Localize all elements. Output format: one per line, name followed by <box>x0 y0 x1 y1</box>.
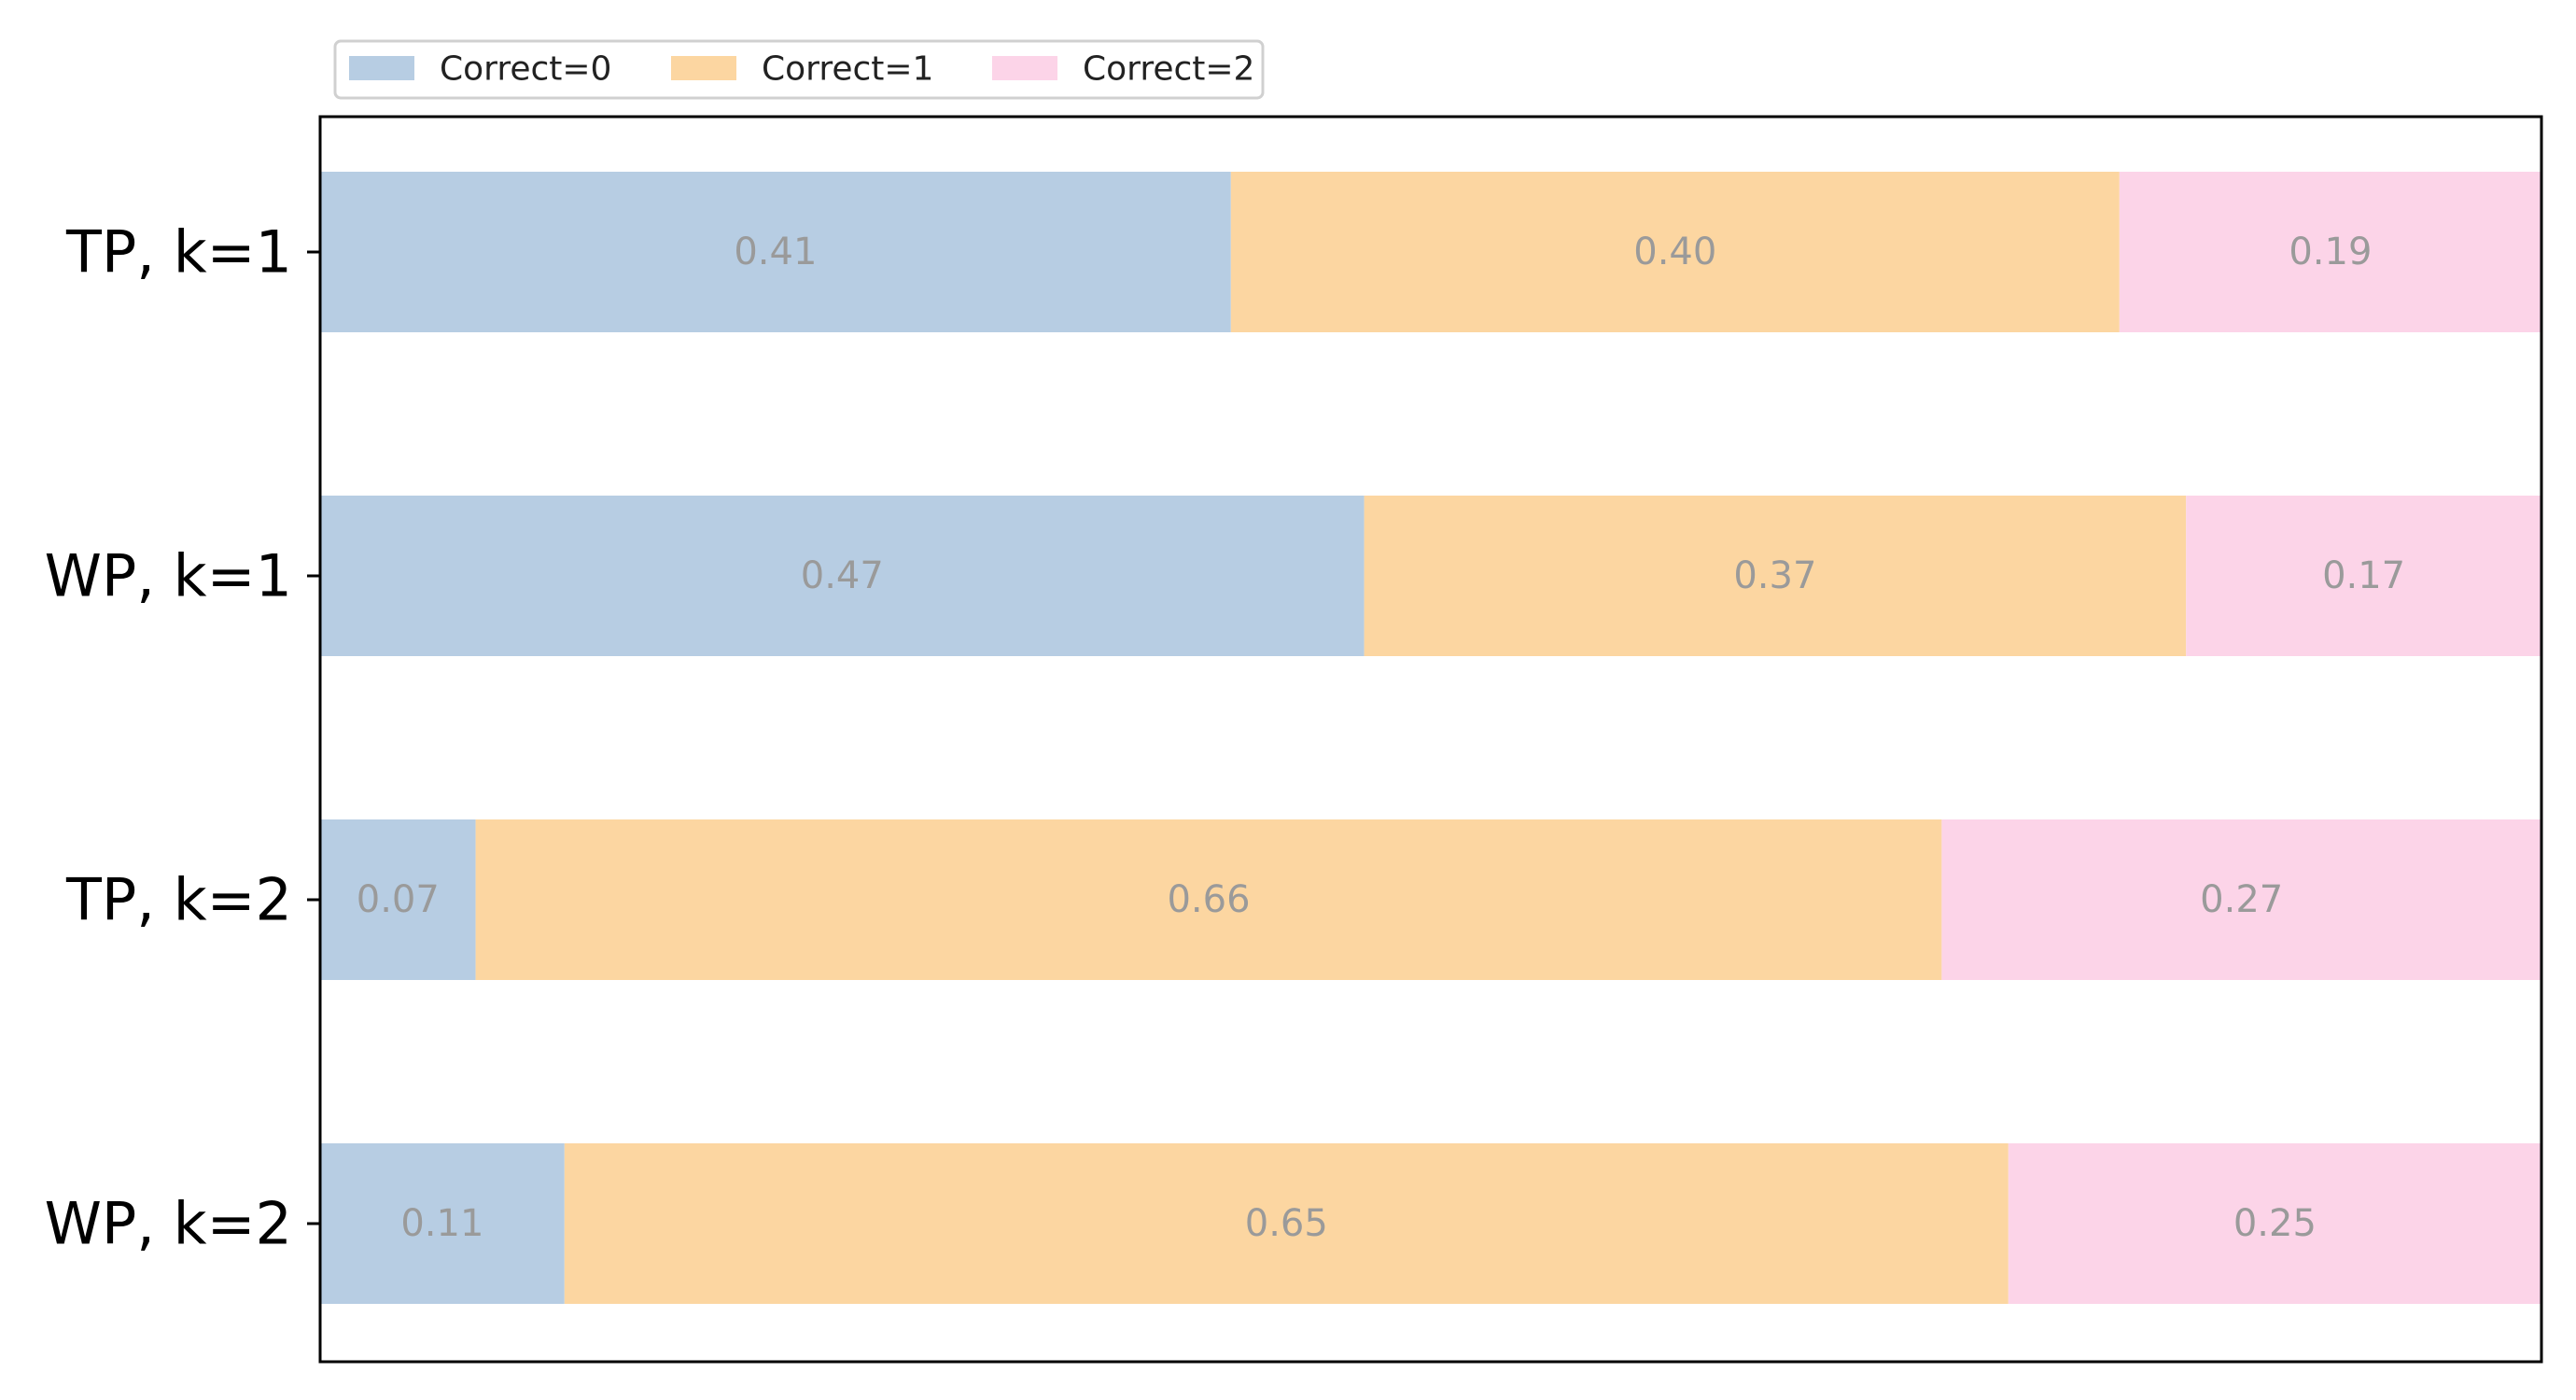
data-label-2-series-1: 0.47 <box>801 554 884 597</box>
y-tick-label: TP, k=1 <box>65 218 292 287</box>
bar-segment-4-series-1 <box>320 1143 565 1304</box>
data-label-4-series-1: 0.11 <box>400 1202 483 1245</box>
data-label-3-series-3: 0.27 <box>2200 878 2283 921</box>
legend-label-3: Correct=2 <box>1083 50 1254 89</box>
bar-segment-4-series-3 <box>2008 1143 2541 1304</box>
bar-segment-1-series-1 <box>320 172 1231 332</box>
bar-segment-1-series-3 <box>2119 172 2541 332</box>
bar-segment-3-series-2 <box>475 819 1942 980</box>
legend-label-1: Correct=0 <box>440 50 611 89</box>
bars-layer <box>320 172 2541 1304</box>
data-label-3-series-1: 0.07 <box>357 878 440 921</box>
bar-segment-2-series-1 <box>320 496 1365 656</box>
legend-swatch-2 <box>671 56 736 80</box>
data-label-1-series-1: 0.41 <box>734 231 817 273</box>
bar-segment-3-series-1 <box>320 819 476 980</box>
data-label-1-series-2: 0.40 <box>1633 231 1716 273</box>
legend: Correct=0 Correct=1 Correct=2 <box>333 39 1265 100</box>
plot-frame <box>318 115 2543 1364</box>
data-label-2-series-2: 0.37 <box>1733 554 1816 597</box>
legend-label-2: Correct=1 <box>762 50 933 89</box>
data-label-4-series-3: 0.25 <box>2233 1202 2317 1245</box>
legend-box <box>333 39 1265 100</box>
bar-segment-1-series-2 <box>1230 172 2120 332</box>
data-labels-layer: 0.41 0.40 0.19 0.47 0.37 0.17 0.07 0.66 0.27 0.11… <box>357 231 2405 1245</box>
legend-swatch-3 <box>992 56 1057 80</box>
y-tick-label: WP, k=1 <box>45 542 292 610</box>
bar-segment-2-series-2 <box>1364 496 2187 656</box>
data-label-2-series-3: 0.17 <box>2322 554 2405 597</box>
y-tick-label: TP, k=2 <box>65 866 292 934</box>
bar-segment-4-series-2 <box>564 1143 2009 1304</box>
y-tick-label: WP, k=2 <box>45 1190 292 1258</box>
y-axis: TP, k=1 WP, k=1 TP, k=2 WP, k=2 <box>45 218 320 1258</box>
bar-segment-3-series-3 <box>1941 819 2541 980</box>
legend-swatch-1 <box>349 56 414 80</box>
bar-segment-2-series-3 <box>2186 496 2541 656</box>
data-label-1-series-3: 0.19 <box>2289 231 2372 273</box>
data-label-4-series-2: 0.65 <box>1245 1202 1328 1245</box>
data-label-3-series-2: 0.66 <box>1167 878 1250 921</box>
